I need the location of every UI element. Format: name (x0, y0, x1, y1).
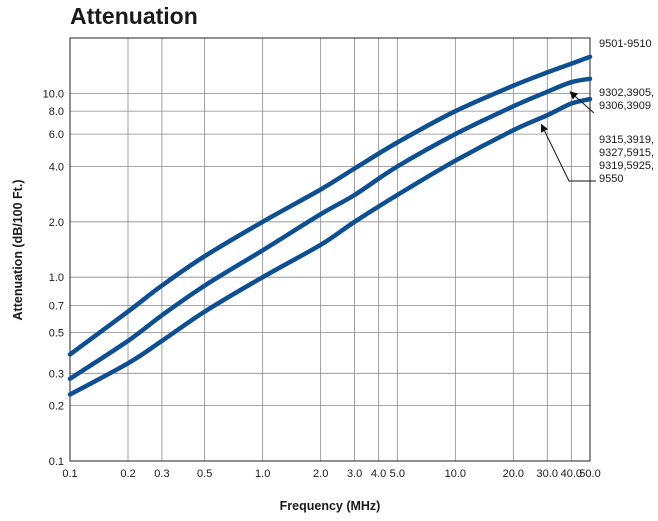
y-tick-label: 0.7 (49, 301, 64, 313)
series-label-leader-2 (569, 91, 595, 114)
x-tick-label: 5.0 (390, 468, 405, 480)
y-tick-label: 0.2 (49, 401, 64, 413)
y-tick-label: 2.0 (49, 217, 64, 229)
y-axis-label: Attenuation (dB/100 Ft.) (11, 180, 25, 321)
series-line-2 (67, 76, 593, 382)
x-tick-label: 0.1 (62, 468, 77, 480)
y-tick-label: 8.0 (49, 106, 64, 118)
series-lines (67, 54, 593, 397)
y-tick-label: 0.1 (49, 456, 64, 468)
x-tick-label: 0.5 (197, 468, 212, 480)
x-tick-label: 50.0 (579, 468, 600, 480)
series-label-leader-3 (540, 123, 596, 182)
y-tick-label: 10.0 (43, 88, 64, 100)
x-axis-label: Frequency (MHz) (280, 499, 381, 513)
series-label-3: 9327,5915, (599, 147, 654, 159)
y-tick-label: 0.3 (49, 368, 64, 380)
grid (69, 38, 591, 462)
x-tick-label: 20.0 (503, 468, 524, 480)
plot-frame (69, 37, 591, 462)
series-line-3 (67, 96, 593, 397)
x-tick-label: 0.2 (120, 468, 135, 480)
x-tick-label: 3.0 (347, 468, 362, 480)
x-tick-label: 40.0 (561, 468, 582, 480)
y-axis-ticks: 0.1 0.2 0.3 0.5 0.7 1.0 2.0 4.0 6.0 8.0 10.0 (43, 88, 64, 468)
x-tick-label: 1.0 (255, 468, 270, 480)
x-tick-label: 10.0 (445, 468, 466, 480)
x-tick-label: 30.0 (537, 468, 558, 480)
chart-title: Attenuation (70, 3, 198, 29)
series-label-3: 9319,5925, (599, 160, 654, 172)
y-tick-label: 1.0 (49, 272, 64, 284)
y-tick-label: 0.5 (49, 328, 64, 340)
series-label-1: 9501-9510 (599, 38, 652, 50)
x-tick-label: 0.3 (154, 468, 169, 480)
x-tick-label: 2.0 (313, 468, 328, 480)
x-tick-label: 4.0 (371, 468, 386, 480)
series-label-2: 9302,3905, (599, 87, 654, 99)
series-line-1 (67, 54, 593, 357)
y-tick-label: 4.0 (49, 161, 64, 173)
x-axis-ticks: 0.1 0.2 0.3 0.5 1.0 2.0 3.0 4.0 5.0 10.0 20.0 30.0 4… (62, 468, 600, 480)
y-tick-label: 6.0 (49, 129, 64, 141)
series-label-3: 9550 (599, 173, 623, 185)
series-label-3: 9315,3919, (599, 134, 654, 146)
series-label-2: 9306,3909 (599, 100, 651, 112)
series-labels: 9501-95109302,3905,9306,39099315,3919,93… (540, 38, 654, 185)
